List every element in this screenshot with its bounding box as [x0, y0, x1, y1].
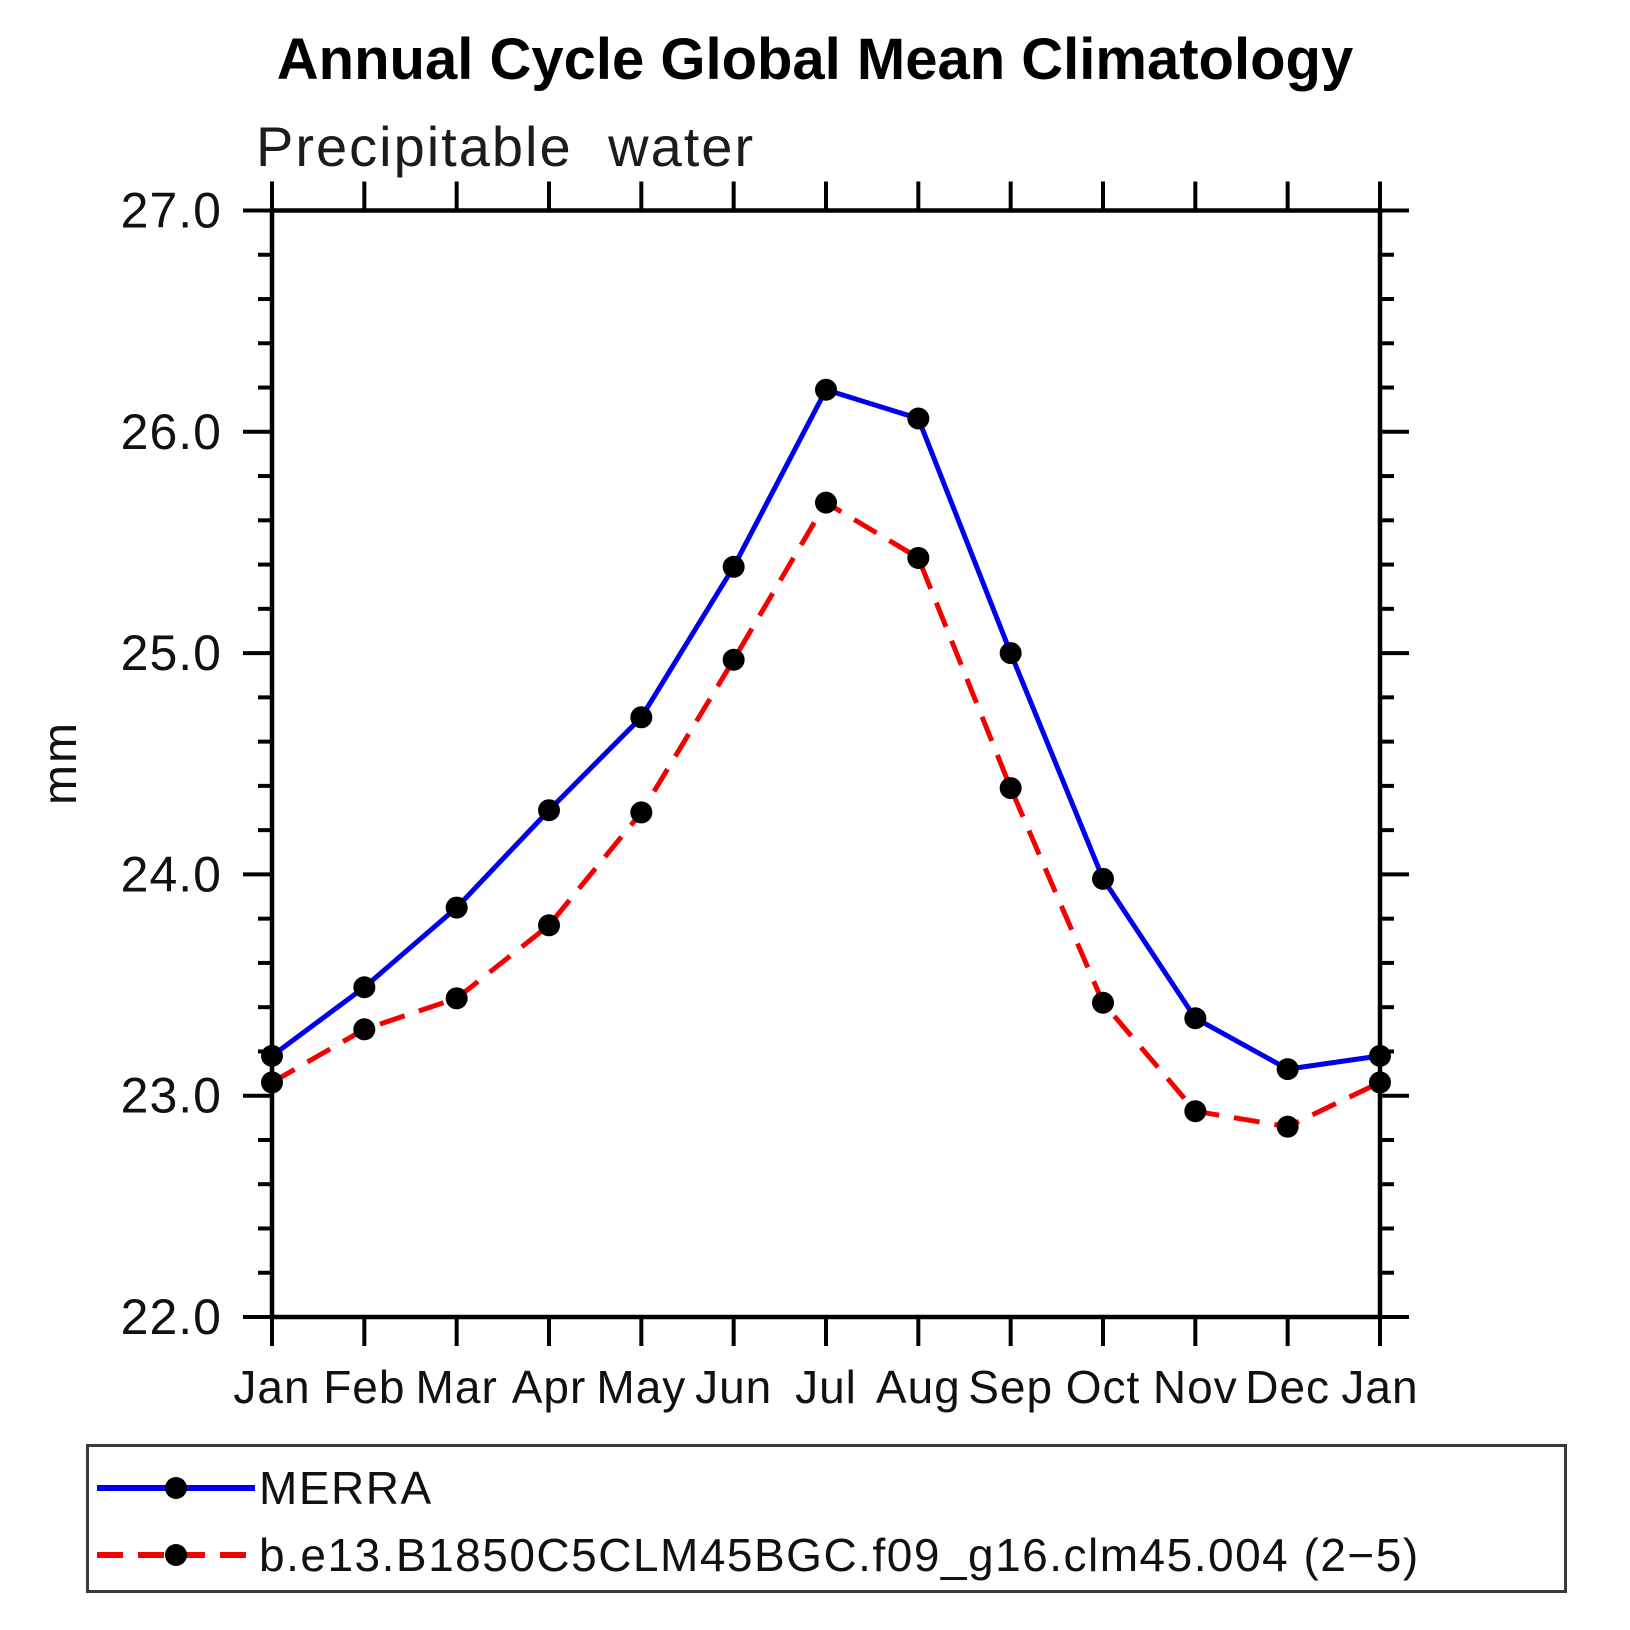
data-point-marker: [1276, 1115, 1299, 1138]
legend-item-model: b.e13.B1850C5CLM45BGC.f09_g16.clm45.004 …: [89, 1521, 1564, 1588]
y-tick-label: 27.0: [121, 183, 222, 239]
data-point-marker: [1369, 1044, 1391, 1067]
data-point-marker: [1184, 1007, 1207, 1030]
data-point-marker: [538, 799, 560, 822]
y-tick-label: 22.0: [121, 1289, 222, 1345]
legend-item-merra: MERRA: [89, 1454, 1564, 1521]
data-point-marker: [1276, 1058, 1299, 1081]
data-point-marker: [907, 407, 930, 430]
data-point-marker: [1092, 867, 1114, 890]
legend-line-sample-solid: [97, 1476, 255, 1499]
legend-label-model: b.e13.B1850C5CLM45BGC.f09_g16.clm45.004 …: [259, 1528, 1420, 1581]
series-markers-model: [261, 491, 1391, 1138]
data-point-marker: [907, 546, 930, 569]
legend-marker-dot: [165, 1476, 187, 1499]
x-tick-label: Feb: [323, 1361, 405, 1413]
x-tick-label: Sep: [968, 1361, 1053, 1413]
y-tick-label: 24.0: [121, 846, 222, 902]
data-point-marker: [630, 801, 653, 824]
data-point-marker: [1184, 1100, 1207, 1123]
x-tick-label: Nov: [1153, 1361, 1238, 1413]
data-point-marker: [999, 642, 1022, 665]
x-tick-label: Dec: [1245, 1361, 1330, 1413]
x-tick-label: Apr: [512, 1361, 587, 1413]
x-tick-label: Aug: [876, 1361, 961, 1413]
data-point-marker: [1092, 991, 1114, 1014]
x-tick-label: Jan: [233, 1361, 310, 1413]
y-tick-label: 23.0: [121, 1068, 222, 1124]
data-point-marker: [815, 491, 837, 514]
data-point-marker: [1369, 1071, 1391, 1094]
legend: MERRA b.e13.B1850C5CLM45BGC.f09_g16.clm4…: [86, 1444, 1567, 1593]
axis-ticks: [243, 181, 1409, 1346]
chart-subtitle: Precipitable water: [256, 115, 756, 178]
data-point-marker: [815, 378, 837, 401]
axes-frame: [269, 208, 1383, 1320]
data-point-marker: [538, 914, 560, 937]
series-markers-merra: [261, 378, 1391, 1081]
data-point-marker: [353, 976, 376, 999]
data-point-marker: [999, 777, 1022, 800]
x-tick-label: May: [596, 1361, 686, 1413]
series-line-model: [270, 500, 1382, 1130]
x-tick-label: Jan: [1341, 1361, 1418, 1413]
y-tick-label: 25.0: [121, 625, 222, 681]
legend-line-sample-dashed: [97, 1543, 255, 1566]
data-point-marker: [261, 1071, 283, 1094]
data-point-marker: [722, 555, 745, 578]
x-tick-label: Jun: [695, 1361, 772, 1413]
y-axis-title: mm: [34, 721, 87, 805]
y-tick-label: 26.0: [121, 404, 222, 460]
data-point-marker: [630, 706, 653, 729]
data-point-marker: [445, 987, 468, 1010]
chart-title: Annual Cycle Global Mean Climatology: [276, 27, 1354, 92]
data-point-marker: [353, 1018, 376, 1041]
data-point-marker: [261, 1044, 283, 1067]
data-point-marker: [445, 896, 468, 919]
data-point-marker: [722, 648, 745, 671]
x-tick-label: Mar: [416, 1361, 498, 1413]
legend-label-merra: MERRA: [259, 1461, 433, 1514]
x-tick-label: Oct: [1066, 1361, 1141, 1413]
x-tick-label: Jul: [795, 1361, 857, 1413]
legend-marker-dot: [165, 1543, 187, 1566]
